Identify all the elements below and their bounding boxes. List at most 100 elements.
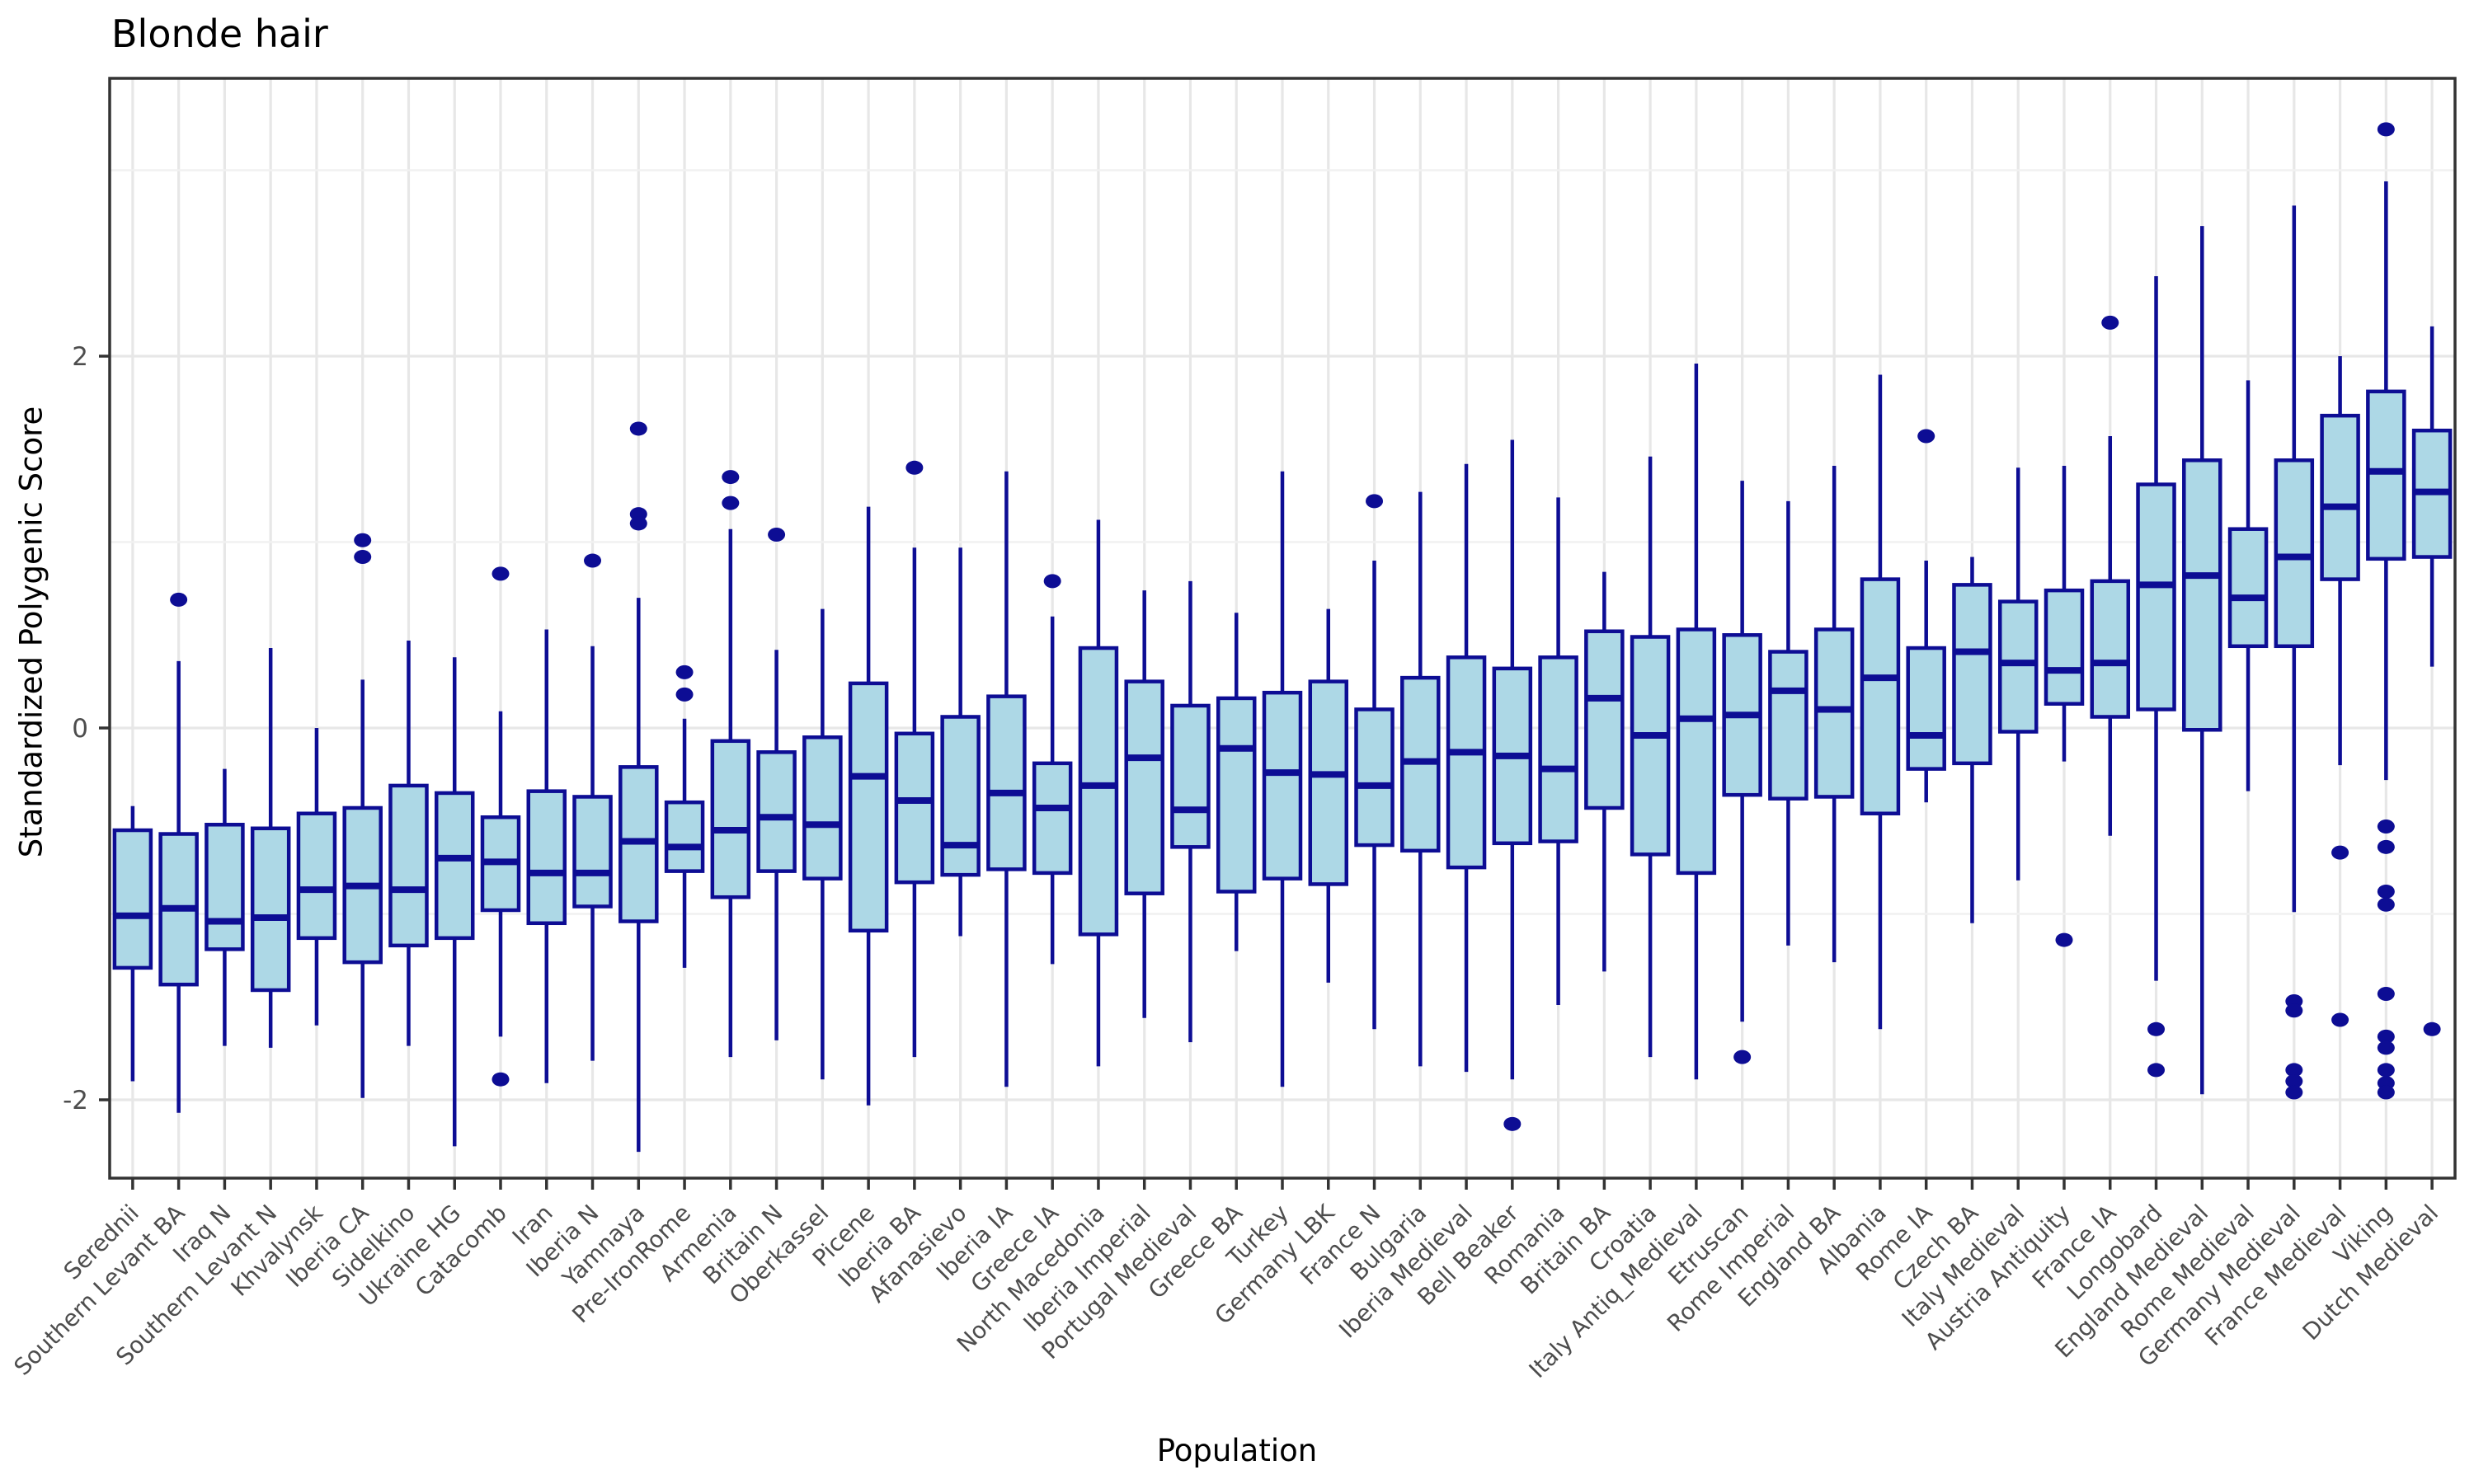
box-oberkassel [802,608,843,1080]
chart-title: Blonde hair [111,12,328,56]
y-axis-title: Standardized Polygenic Score [13,406,49,858]
iqr-box [2366,389,2406,561]
iqr-box [1354,707,1395,848]
iqr-box [1860,577,1901,815]
outlier-point [2101,315,2119,330]
outlier-point [2147,1021,2166,1036]
iqr-box [2182,458,2222,732]
box-catacomb [480,566,521,1087]
box-france-ia [2090,315,2131,836]
box-france-n [1354,494,1395,1030]
box-ukraine-hg [434,657,475,1147]
iqr-box [1308,679,1349,886]
box-iran [526,629,567,1083]
box-iberia-ca [342,533,383,1098]
box-france-medieval [2320,356,2360,1027]
box-germany-lbk [1308,608,1349,983]
iqr-box [296,811,337,941]
box-albania [1860,374,1901,1030]
box-picene [848,506,889,1106]
iqr-box [2320,413,2360,581]
iqr-box [250,826,291,993]
box-yamnaya [618,421,659,1153]
box-rome-medieval [2227,380,2269,791]
outlier-point [629,516,647,531]
outlier-point [1043,574,1061,589]
box-rome-ia [1906,429,1946,803]
iqr-box [2274,458,2315,649]
iqr-box [526,789,567,926]
box-southern-levant-n [250,648,291,1048]
outlier-point [2285,1003,2303,1018]
y-tick-label: 2 [72,342,88,372]
box-sidelkino [388,641,429,1046]
outlier-point [905,460,924,475]
box-england-ba [1813,466,1855,963]
outlier-point [2377,986,2395,1001]
box-etruscan [1722,481,1762,1064]
iqr-box [1124,679,1164,895]
box-iberia-medieval [1446,463,1487,1073]
box-iberia-ba [894,460,935,1058]
outlier-point [354,550,372,565]
y-tick-label: 0 [72,714,88,744]
outlier-point [2377,1085,2395,1100]
box-greece-ba [1216,613,1257,951]
iqr-box [1216,696,1257,894]
box-iberia-ia [986,471,1027,1087]
outlier-point [2285,1063,2303,1078]
outlier-point [2147,1063,2166,1078]
outlier-point [1503,1116,1522,1131]
iqr-box [572,795,613,909]
outlier-point [2331,1012,2349,1027]
iqr-box [1630,635,1671,857]
outlier-point [1733,1050,1752,1064]
box-croatia [1630,456,1671,1058]
outlier-point [2377,819,2395,834]
iqr-box [1032,761,1073,876]
outlier-point [2377,1063,2395,1078]
outlier-point [492,1072,510,1087]
box-iberia-imperial [1124,590,1164,1018]
box-germany-medieval [2274,205,2315,1100]
iqr-box [894,731,935,885]
outlier-point [629,421,647,436]
box-iberia-n [572,553,613,1061]
box-serednii [112,805,153,1082]
iqr-box [802,735,843,881]
outlier-point [2377,1040,2395,1055]
iqr-box [848,681,889,933]
box-armenia [710,470,751,1058]
box-khvalynsk [296,728,337,1026]
outlier-point [675,687,694,702]
iqr-box [986,694,1027,871]
iqr-box [2136,482,2176,711]
box-bell-beaker [1492,439,1533,1131]
outlier-point [2055,932,2073,947]
outlier-point [768,527,786,542]
box-italy-antiq-medieval [1676,364,1717,1080]
outlier-point [2377,884,2395,899]
iqr-box [2044,588,2085,706]
outlier-point [1366,494,1384,509]
iqr-box [388,783,429,948]
box-italy-medieval [1997,467,2039,881]
iqr-box [1997,599,2039,734]
y-tick-label: -2 [63,1086,88,1115]
outlier-point [2377,122,2395,137]
iqr-box [1952,583,1992,766]
outlier-point [1917,429,1935,444]
box-afanasievo [940,547,981,937]
outlier-point [492,566,510,581]
iqr-box [434,791,475,941]
iqr-box [205,823,245,951]
outlier-point [2377,897,2395,912]
iqr-box [756,750,797,873]
box-longobard [2136,276,2176,1078]
iqr-box [1676,627,1717,876]
box-rome-imperial [1768,500,1808,946]
box-portugal-medieval [1170,580,1211,1043]
iqr-box [1813,627,1855,799]
